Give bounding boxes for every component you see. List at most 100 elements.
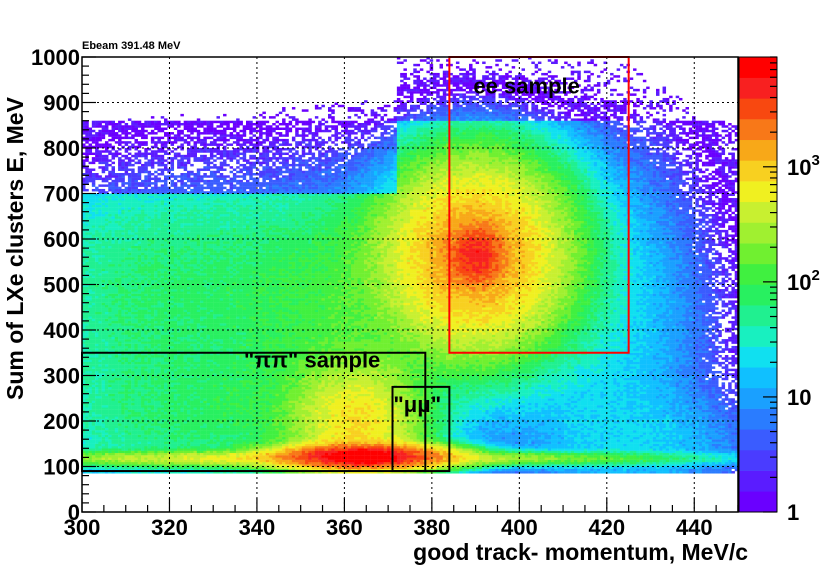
heatmap-cell xyxy=(167,234,170,236)
heatmap-cell xyxy=(174,394,177,396)
heatmap-cell xyxy=(134,305,137,307)
heatmap-cell xyxy=(177,426,180,428)
heatmap-cell xyxy=(89,448,92,450)
heatmap-cell xyxy=(154,300,157,302)
heatmap-cell xyxy=(144,298,147,300)
heatmap-cell xyxy=(184,401,187,403)
heatmap-cell xyxy=(187,389,190,391)
heatmap-cell xyxy=(157,262,160,264)
heatmap-cell xyxy=(85,323,88,325)
heatmap-cell xyxy=(164,141,167,143)
heatmap-cell xyxy=(98,162,101,164)
heatmap-cell xyxy=(151,337,154,339)
heatmap-cell xyxy=(118,216,121,218)
heatmap-cell xyxy=(98,262,101,264)
heatmap-cell xyxy=(157,180,160,182)
heatmap-cell xyxy=(187,460,190,462)
heatmap-cell xyxy=(131,123,134,125)
heatmap-cell xyxy=(95,314,98,316)
heatmap-cell xyxy=(118,364,121,366)
heatmap-cell xyxy=(131,382,134,384)
heatmap-cell xyxy=(177,244,180,246)
heatmap-cell xyxy=(105,121,108,123)
heatmap-cell xyxy=(161,287,164,289)
heatmap-cell xyxy=(121,310,124,312)
heatmap-cell xyxy=(180,389,183,391)
heatmap-cell xyxy=(171,241,174,243)
heatmap-cell xyxy=(141,380,144,382)
heatmap-cell xyxy=(184,175,187,177)
heatmap-cell xyxy=(121,264,124,266)
heatmap-cell xyxy=(141,307,144,309)
heatmap-cell xyxy=(102,453,105,455)
heatmap-cell xyxy=(89,205,92,207)
heatmap-cell xyxy=(118,273,121,275)
heatmap-cell xyxy=(154,310,157,312)
heatmap-cell xyxy=(118,212,121,214)
heatmap-cell xyxy=(115,262,118,264)
heatmap-cell xyxy=(134,244,137,246)
heatmap-cell xyxy=(161,164,164,166)
heatmap-cell xyxy=(105,219,108,221)
heatmap-cell xyxy=(105,143,108,145)
heatmap-cell xyxy=(157,289,160,291)
heatmap-cell xyxy=(151,139,154,141)
heatmap-cell xyxy=(174,437,177,439)
heatmap-cell xyxy=(118,462,121,464)
heatmap-cell xyxy=(95,300,98,302)
heatmap-cell xyxy=(118,380,121,382)
heatmap-cell xyxy=(144,264,147,266)
heatmap-cell xyxy=(164,228,167,230)
heatmap-cell xyxy=(102,451,105,453)
heatmap-cell xyxy=(128,141,131,143)
heatmap-cell xyxy=(102,455,105,457)
heatmap-cell xyxy=(180,278,183,280)
heatmap-cell xyxy=(141,291,144,293)
heatmap-cell xyxy=(118,416,121,418)
heatmap-cell xyxy=(161,225,164,227)
heatmap-cell xyxy=(134,316,137,318)
heatmap-cell xyxy=(180,314,183,316)
heatmap-cell xyxy=(92,253,95,255)
heatmap-cell xyxy=(134,416,137,418)
heatmap-cell xyxy=(102,278,105,280)
heatmap-cell xyxy=(164,253,167,255)
heatmap-cell xyxy=(95,155,98,157)
heatmap-cell xyxy=(154,437,157,439)
heatmap-cell xyxy=(151,223,154,225)
heatmap-cell xyxy=(187,175,190,177)
heatmap-cell xyxy=(154,198,157,200)
heatmap-cell xyxy=(187,435,190,437)
heatmap-cell xyxy=(151,396,154,398)
heatmap-cell xyxy=(112,234,115,236)
heatmap-cell xyxy=(171,248,174,250)
heatmap-cell xyxy=(157,234,160,236)
heatmap-cell xyxy=(125,428,128,430)
heatmap-cell xyxy=(89,414,92,416)
heatmap-cell xyxy=(164,121,167,123)
heatmap-cell xyxy=(154,205,157,207)
heatmap-cell xyxy=(148,262,151,264)
heatmap-cell xyxy=(148,360,151,362)
heatmap-cell xyxy=(174,407,177,409)
heatmap-cell xyxy=(184,441,187,443)
heatmap-cell xyxy=(161,355,164,357)
heatmap-cell xyxy=(171,414,174,416)
heatmap-cell xyxy=(157,346,160,348)
heatmap-cell xyxy=(164,435,167,437)
heatmap-cell xyxy=(157,223,160,225)
heatmap-cell xyxy=(134,278,137,280)
heatmap-cell xyxy=(89,305,92,307)
heatmap-cell xyxy=(180,246,183,248)
heatmap-cell xyxy=(144,273,147,275)
heatmap-cell xyxy=(105,325,108,327)
heatmap-cell xyxy=(167,444,170,446)
heatmap-cell xyxy=(108,219,111,221)
heatmap-cell xyxy=(144,355,147,357)
heatmap-cell xyxy=(187,221,190,223)
heatmap-cell xyxy=(89,253,92,255)
heatmap-cell xyxy=(128,439,131,441)
heatmap-cell xyxy=(134,412,137,414)
heatmap-cell xyxy=(134,339,137,341)
heatmap-cell xyxy=(141,460,144,462)
